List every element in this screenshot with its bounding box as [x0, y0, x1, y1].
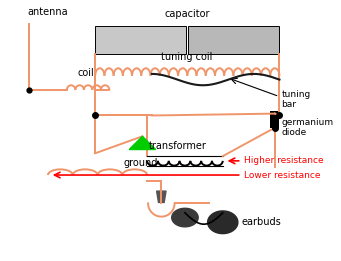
- Text: germanium
diode: germanium diode: [281, 118, 333, 138]
- Text: tuning
bar: tuning bar: [281, 90, 311, 109]
- Text: Higher resistance: Higher resistance: [243, 156, 323, 165]
- Bar: [95, 26, 187, 54]
- Polygon shape: [172, 208, 198, 227]
- Text: capacitor: capacitor: [164, 9, 210, 19]
- Polygon shape: [157, 191, 166, 203]
- Polygon shape: [208, 211, 238, 234]
- Text: coil: coil: [77, 68, 94, 78]
- Bar: [270, 111, 279, 128]
- Bar: [188, 26, 279, 54]
- Text: Lower resistance: Lower resistance: [243, 170, 320, 180]
- Text: earbuds: earbuds: [242, 217, 281, 227]
- Text: antenna: antenna: [27, 7, 68, 17]
- Text: tuning coil: tuning coil: [161, 52, 212, 62]
- Text: ground: ground: [123, 158, 158, 168]
- Text: transformer: transformer: [149, 141, 207, 151]
- Polygon shape: [129, 136, 155, 150]
